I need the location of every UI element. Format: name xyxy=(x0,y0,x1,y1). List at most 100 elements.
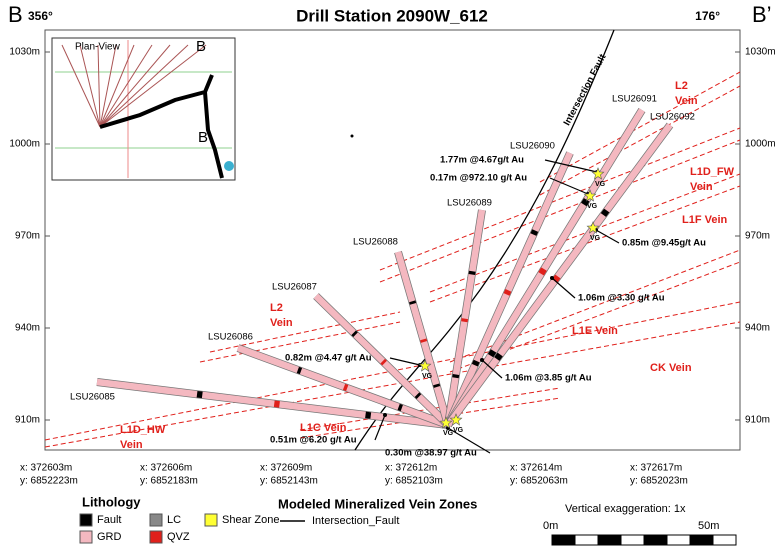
vg-label: VG xyxy=(595,181,606,188)
intercept-label: 1.06m @3.85 g/t Au xyxy=(505,373,592,384)
hole-label: LSU26087 xyxy=(272,282,317,293)
scale-segment xyxy=(620,534,645,546)
hole-qvz xyxy=(342,383,349,392)
coordinate-y: y: 6852063m xyxy=(510,476,568,487)
hole-grd xyxy=(445,123,673,427)
hole-grd xyxy=(394,251,452,426)
scale-label: 0m xyxy=(543,520,558,532)
elevation-label: 1030m xyxy=(9,47,40,58)
coordinate-x: x: 372612m xyxy=(385,463,437,474)
vein-label: Vein xyxy=(690,181,713,193)
vein-zone xyxy=(539,85,741,196)
vein-label: L2 xyxy=(270,302,283,314)
vein-zone xyxy=(379,139,741,283)
inset-icon xyxy=(224,161,234,171)
shear-zone-star xyxy=(439,416,453,429)
hole-fault xyxy=(397,403,403,412)
intercept-arrow xyxy=(389,357,421,366)
hole-label: LSU26090 xyxy=(510,141,555,152)
hole-fault xyxy=(414,392,422,399)
scale-segment xyxy=(712,534,737,546)
legend-swatch xyxy=(149,530,163,544)
hole-fault xyxy=(581,198,590,207)
elevation-label: 940m xyxy=(745,323,770,334)
intercept-arrow xyxy=(374,414,386,441)
vein-zone xyxy=(44,321,741,448)
coordinate-x: x: 372614m xyxy=(510,463,562,474)
section-label: B’ xyxy=(752,2,772,27)
coordinate-x: x: 372609m xyxy=(260,463,312,474)
inset-hole xyxy=(61,44,101,128)
legend-item: GRD xyxy=(97,531,122,543)
shear-zone-star xyxy=(449,413,463,426)
intercept-label: 0.17m @972.10 g/t Au xyxy=(430,173,527,184)
intercept-label: 1.06m @3.30 g/t Au xyxy=(578,293,665,304)
intercept-label: 0.82m @4.47 g/t Au xyxy=(285,353,372,364)
vein-label: Vein xyxy=(270,317,293,329)
legend-swatch xyxy=(79,513,93,527)
elevation-label: 970m xyxy=(745,231,770,242)
hole-fault xyxy=(365,411,372,419)
legend-swatch xyxy=(149,513,163,527)
coordinate-y: y: 6852223m xyxy=(20,476,78,487)
intercept-arrow xyxy=(447,427,491,454)
vein-label: Vein xyxy=(120,439,143,451)
legend-item: Shear Zone xyxy=(222,514,279,526)
shear-zone-star xyxy=(583,189,597,202)
drill-hole xyxy=(96,378,449,429)
vein-label: L1D_FW xyxy=(690,166,735,178)
hole-label: LSU26089 xyxy=(447,198,492,209)
inset-hole xyxy=(99,44,135,128)
hole-fault xyxy=(452,373,460,379)
hole-fault xyxy=(196,391,203,399)
elevation-label: 1030m xyxy=(745,47,776,58)
hole-label: LSU26088 xyxy=(353,237,398,248)
vein-zone xyxy=(429,185,741,303)
vg-label: VG xyxy=(422,373,433,380)
inset-hole xyxy=(97,44,101,128)
inset-hole xyxy=(99,44,153,128)
legend-item: LC xyxy=(167,514,181,526)
intercept-label: 0.85m @9.45g/t Au xyxy=(622,238,706,249)
inset-hole xyxy=(99,44,117,128)
scale-segment xyxy=(666,534,691,546)
section-frame xyxy=(44,29,741,451)
vein-zone xyxy=(539,71,741,183)
hole-fault xyxy=(530,229,539,236)
vg-label: VG xyxy=(443,430,454,437)
vg-label: VG xyxy=(453,427,464,434)
hole-grd xyxy=(445,151,573,427)
shear-zone-star xyxy=(586,221,600,234)
vein-label: L1C Vein xyxy=(300,422,347,434)
scale-segment xyxy=(551,534,576,546)
intercept-label: 0.51m @6.20 g/t Au xyxy=(270,435,357,446)
intersection-fault xyxy=(354,29,615,451)
hole-label: LSU26091 xyxy=(612,94,657,105)
intercept-arrow xyxy=(595,229,620,244)
scale-segment xyxy=(574,534,599,546)
legend-title: Modeled Mineralized Vein Zones xyxy=(278,496,477,511)
coordinate-y: y: 6852183m xyxy=(140,476,198,487)
coordinate-y: y: 6852143m xyxy=(260,476,318,487)
hole-qvz xyxy=(420,338,428,343)
hole-label: LSU26086 xyxy=(208,332,253,343)
scale-segment xyxy=(689,534,714,546)
hole-fault xyxy=(468,270,476,276)
hole-grd xyxy=(313,293,451,428)
scale-segment xyxy=(597,534,622,546)
elevation-label: 910m xyxy=(745,415,770,426)
legend-swatch xyxy=(204,513,218,527)
arrow-head xyxy=(480,358,484,362)
vein-label: L1D_HW xyxy=(120,424,166,436)
intercept-label: 1.77m @4.67g/t Au xyxy=(440,155,524,166)
drill-hole xyxy=(444,107,646,428)
shear-zone-star xyxy=(591,167,605,180)
hole-fault xyxy=(296,366,303,375)
hole-fault xyxy=(351,330,358,338)
hole-label: LSU26092 xyxy=(650,112,695,123)
inset-label: B xyxy=(196,38,206,55)
hole-fault xyxy=(600,208,610,217)
scale-label: 50m xyxy=(698,520,719,532)
elevation-label: 970m xyxy=(15,231,40,242)
